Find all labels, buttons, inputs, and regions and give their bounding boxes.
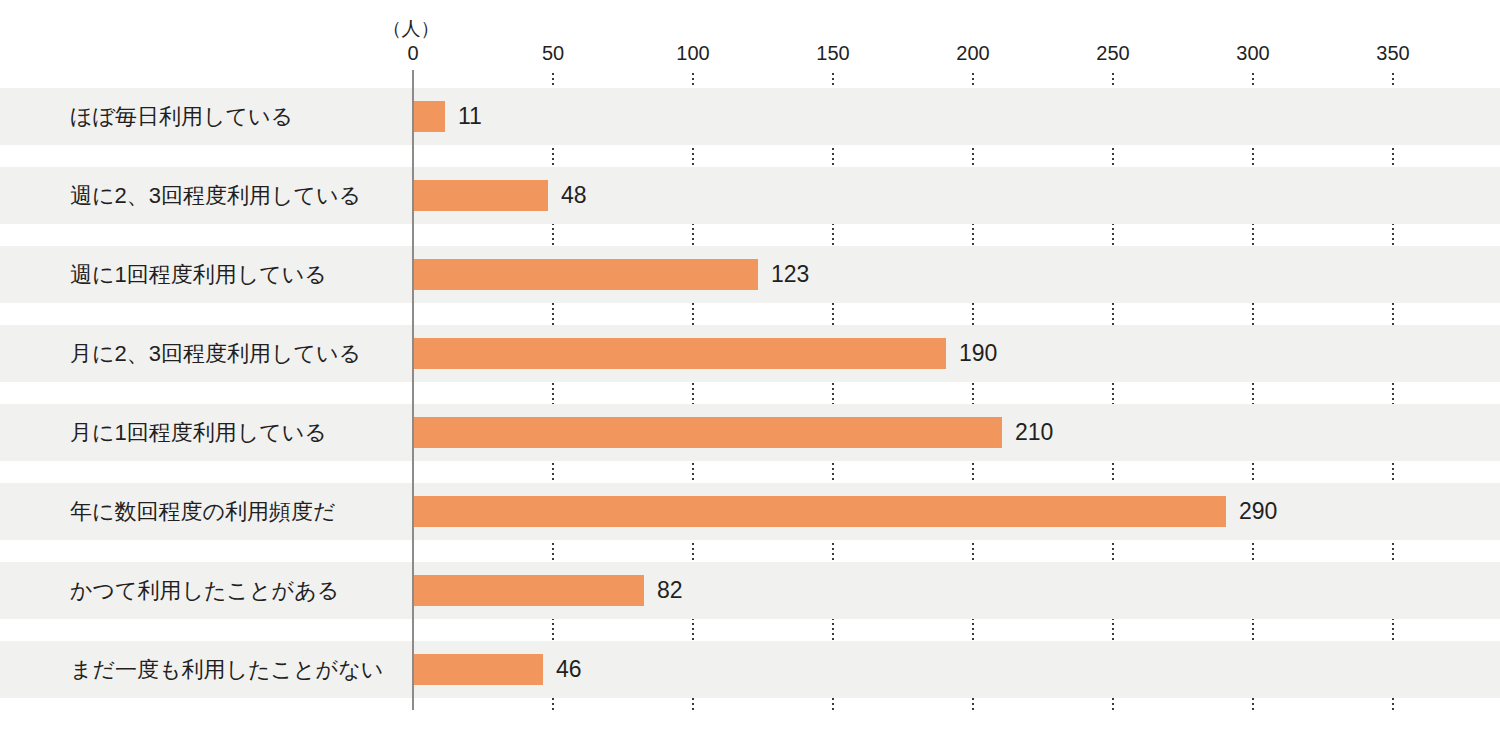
x-tick-label: 100 — [676, 42, 709, 65]
bar — [414, 259, 758, 290]
x-tick-label: 150 — [816, 42, 849, 65]
bar — [414, 338, 946, 369]
row-stripe: 週に1回程度利用している 123 — [0, 246, 1500, 303]
bar — [414, 101, 445, 132]
bar — [414, 496, 1226, 527]
value-label: 190 — [959, 325, 997, 382]
value-label: 290 — [1239, 483, 1277, 540]
category-label: かつて利用したことがある — [70, 562, 339, 619]
chart-rows: ほぼ毎日利用している 11 週に2、3回程度利用している 48 週に1回程度利用している… — [0, 0, 1500, 735]
value-label: 11 — [458, 88, 482, 145]
value-label: 46 — [556, 641, 582, 698]
row-stripe: ほぼ毎日利用している 11 — [0, 88, 1500, 145]
value-label: 48 — [561, 167, 587, 224]
row-stripe: 週に2、3回程度利用している 48 — [0, 167, 1500, 224]
x-tick-label: 300 — [1236, 42, 1269, 65]
bar — [414, 180, 548, 211]
row-stripe: かつて利用したことがある 82 — [0, 562, 1500, 619]
value-label: 210 — [1015, 404, 1053, 461]
bar — [414, 417, 1002, 448]
row-stripe: 月に2、3回程度利用している 190 — [0, 325, 1500, 382]
row-stripe: まだ一度も利用したことがない 46 — [0, 641, 1500, 698]
y-axis-line — [412, 70, 414, 710]
unit-label: （人） — [383, 16, 440, 42]
x-tick-label: 50 — [542, 42, 564, 65]
x-tick-label: 200 — [956, 42, 989, 65]
row-stripe: 月に1回程度利用している 210 — [0, 404, 1500, 461]
bar-chart: （人） 0 50 100 150 200 250 300 350 ほぼ毎日利用している 11 週に… — [0, 0, 1500, 735]
category-label: 週に1回程度利用している — [70, 246, 327, 303]
bar — [414, 575, 644, 606]
x-tick-label: 350 — [1376, 42, 1409, 65]
value-label: 82 — [657, 562, 683, 619]
category-label: 月に2、3回程度利用している — [70, 325, 361, 382]
category-label: ほぼ毎日利用している — [70, 88, 293, 145]
value-label: 123 — [771, 246, 809, 303]
row-stripe: 年に数回程度の利用頻度だ 290 — [0, 483, 1500, 540]
category-label: 年に数回程度の利用頻度だ — [70, 483, 336, 540]
category-label: 週に2、3回程度利用している — [70, 167, 361, 224]
category-label: まだ一度も利用したことがない — [70, 641, 383, 698]
bar — [414, 654, 543, 685]
x-tick-label: 250 — [1096, 42, 1129, 65]
x-tick-label: 0 — [407, 42, 418, 65]
category-label: 月に1回程度利用している — [70, 404, 327, 461]
